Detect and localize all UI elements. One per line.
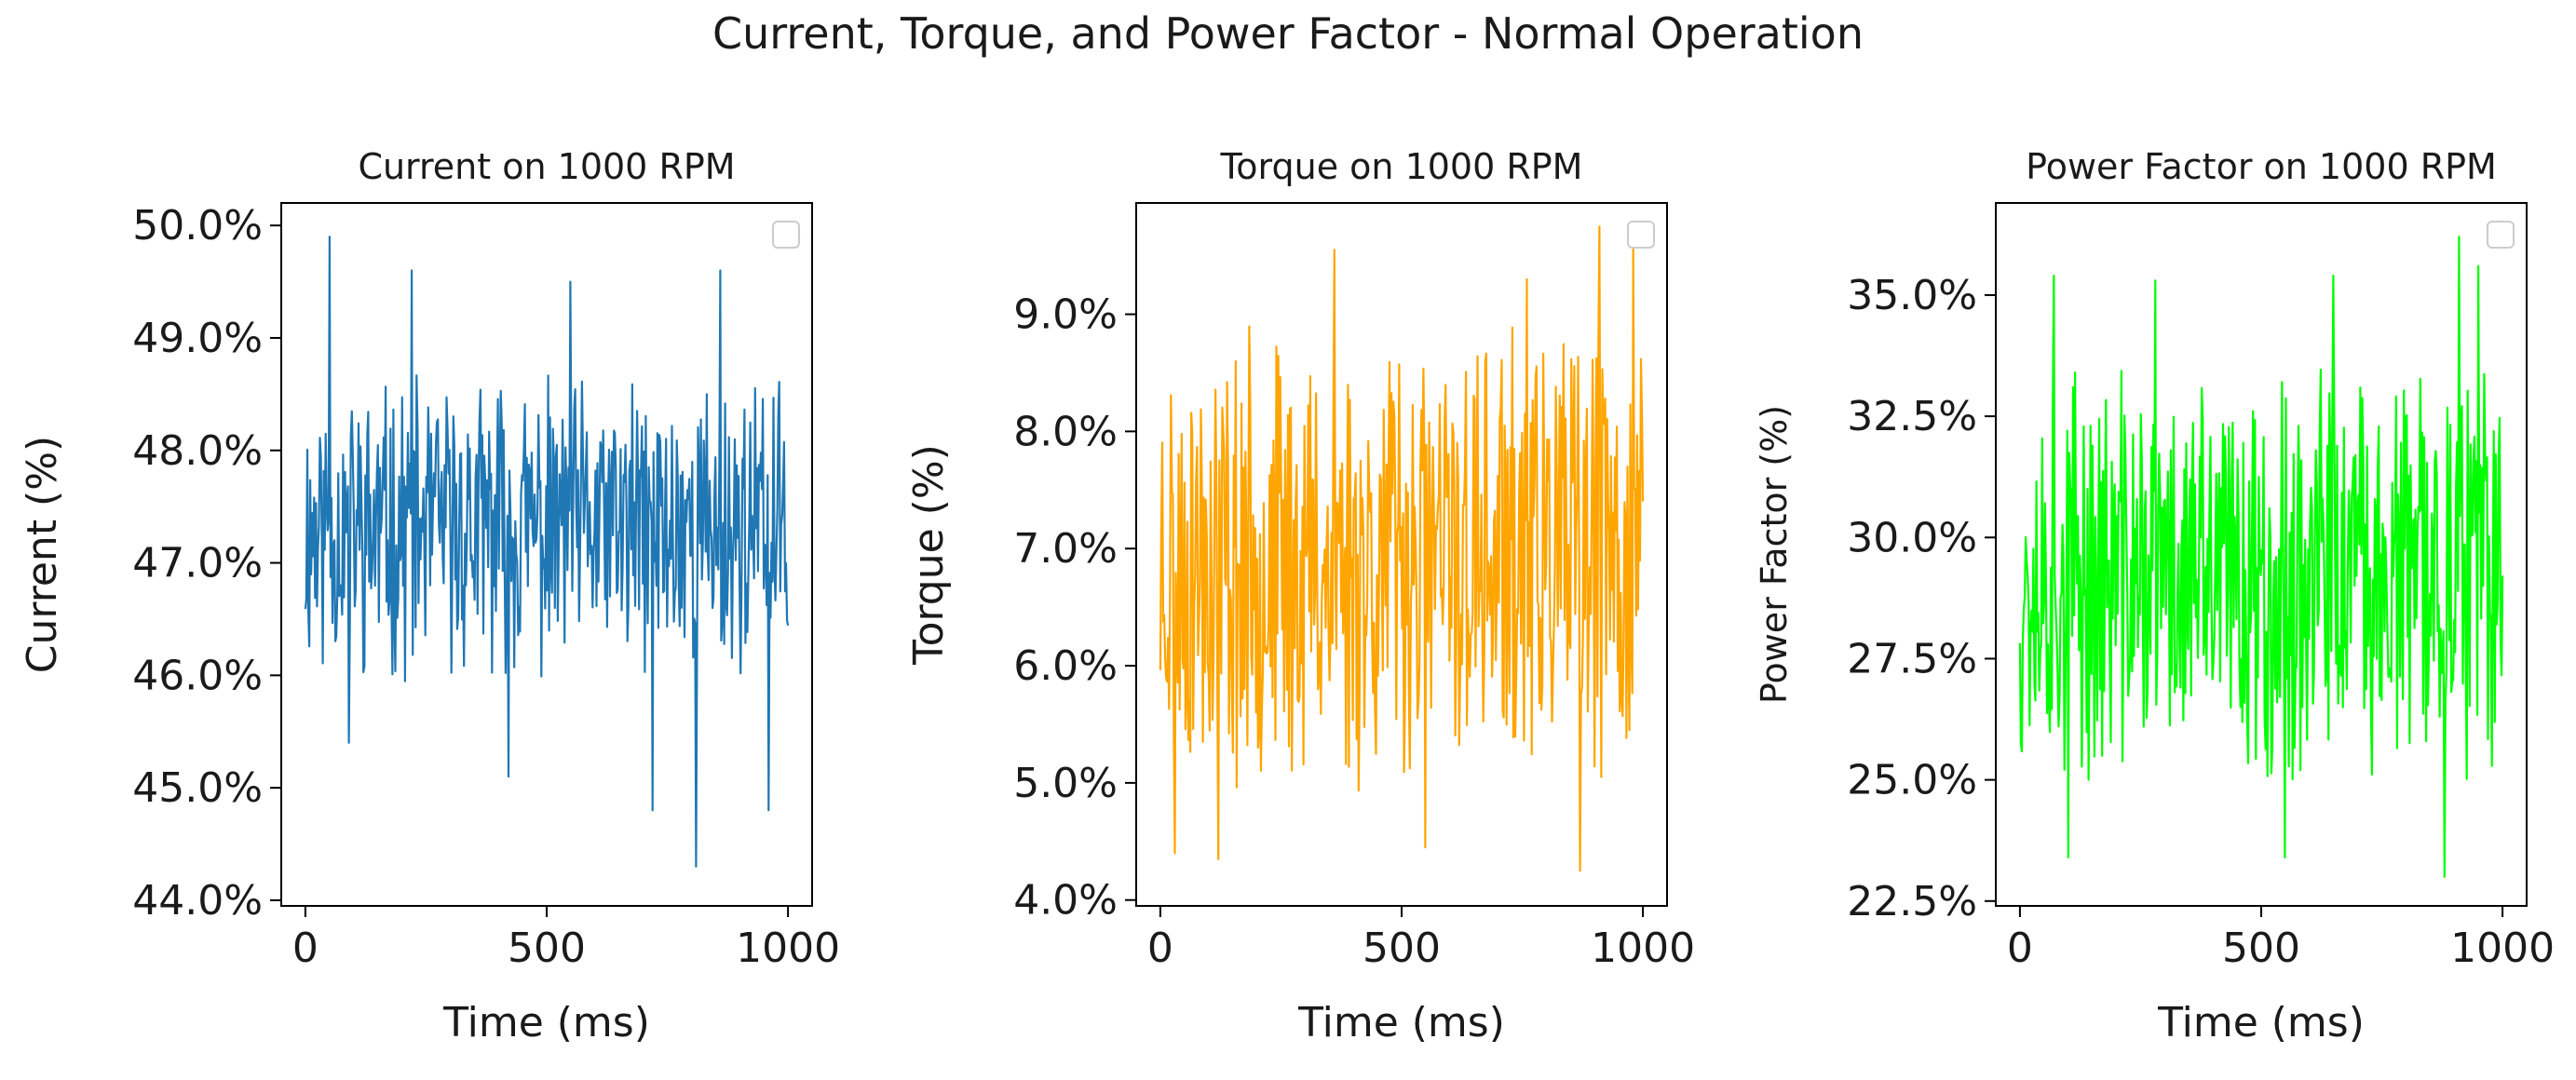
subplot-title: Current on 1000 RPM [358,146,735,187]
y-tick-label: 8.0% [1013,408,1118,455]
y-axis-label: Current (%) [19,436,66,673]
series-line [304,236,790,868]
subplot-title: Power Factor on 1000 RPM [2026,146,2497,187]
x-axis-label: Time (ms) [442,999,650,1046]
y-tick-label: 7.0% [1013,525,1118,573]
x-axis-label: Time (ms) [1297,999,1505,1046]
y-tick-label: 32.5% [1847,393,1977,440]
y-tick-label: 46.0% [132,652,263,699]
y-tick-label: 48.0% [132,427,263,475]
subplot-title: Torque on 1000 RPM [1220,146,1583,187]
x-tick-label: 0 [292,925,319,972]
x-tick-label: 0 [2007,925,2033,972]
legend-box [1627,221,1655,249]
legend-box [2487,221,2515,249]
y-tick-label: 45.0% [132,764,263,812]
x-tick-label: 1000 [1591,925,1695,972]
y-tick-label: 27.5% [1847,635,1977,682]
x-tick-label: 500 [1363,925,1441,972]
subplot-2: Torque on 1000 RPM 0 500 1000 4.0% 5.0% 6.0% 7.… [905,146,1695,1046]
subplot-1: Current on 1000 RPM 0 500 1000 44.0% 45.0% 46.… [19,146,840,1046]
series-line [1159,225,1645,872]
legend-box [772,221,800,249]
x-tick-label: 0 [1147,925,1173,972]
y-tick-label: 6.0% [1013,642,1118,690]
x-tick-label: 1000 [2450,925,2555,972]
y-tick-label: 5.0% [1013,760,1118,807]
x-tick-label: 1000 [736,925,840,972]
y-tick-label: 47.0% [132,540,263,587]
y-tick-label: 49.0% [132,315,263,362]
y-tick-label: 25.0% [1847,757,1977,804]
y-axis-label: Torque (%) [905,444,953,666]
y-tick-label: 44.0% [132,877,263,925]
y-tick-label: 30.0% [1847,514,1977,561]
y-tick-label: 22.5% [1847,878,1977,925]
y-axis-label: Power Factor (%) [1754,405,1795,704]
x-axis-label: Time (ms) [2157,999,2365,1046]
y-tick-label: 4.0% [1013,877,1118,925]
y-tick-label: 35.0% [1847,272,1977,319]
x-tick-label: 500 [508,925,586,972]
series-line [2018,236,2504,878]
x-tick-label: 500 [2222,925,2300,972]
y-tick-label: 50.0% [132,202,263,250]
subplot-3: Power Factor on 1000 RPM 0 500 1000 22.5% 25.… [1754,146,2555,1046]
y-tick-label: 9.0% [1013,291,1118,339]
figure-title: Current, Torque, and Power Factor - Norm… [712,8,1864,59]
